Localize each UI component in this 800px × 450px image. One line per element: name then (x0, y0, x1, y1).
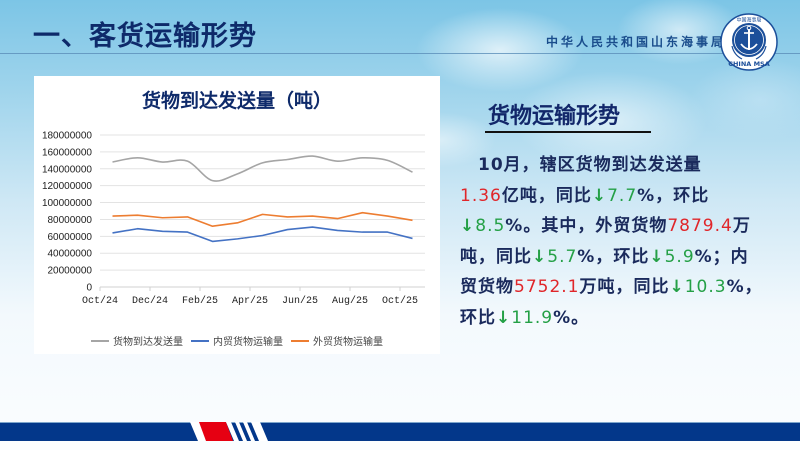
line-chart: 180000000 160000000 140000000 120000000 1000… (42, 131, 425, 307)
summary-text: %， (726, 277, 763, 297)
anchor-emblem-icon: CHINA MSA 中国海事局 (720, 13, 778, 71)
legend-item: 外贸货物运输量 (291, 333, 383, 348)
arrow-down-icon: ↓ (669, 277, 685, 297)
legend-swatch-icon (291, 339, 309, 342)
change-percent: 7.7 (607, 185, 638, 206)
summary-line: ↓8.5%。其中，外贸货物7879.4万 (460, 211, 780, 242)
series-line (112, 226, 413, 243)
x-tick-label: Jun/25 (282, 295, 318, 307)
legend-swatch-icon (91, 339, 109, 342)
series-line (112, 211, 413, 227)
value-highlight: 1.36 (460, 185, 502, 206)
legend-label: 外贸货物运输量 (313, 337, 383, 348)
y-tick-label: 60000000 (48, 232, 93, 243)
summary-text: %，环比 (577, 246, 650, 267)
x-tick-label: Aug/25 (332, 295, 368, 307)
summary-line: 环比↓11.9%。 (460, 303, 780, 334)
y-tick-label: 40000000 (48, 249, 93, 260)
summary-line: 10月，辖区货物到达发送量 (460, 150, 780, 181)
value-highlight: 5752.1 (514, 277, 580, 297)
summary-text: 环比 (460, 307, 496, 328)
change-percent: 11.9 (511, 307, 554, 328)
y-tick-label: 100000000 (42, 198, 92, 209)
summary-paragraph: 10月，辖区货物到达发送量 1.36亿吨，同比↓7.7%，环比 ↓8.5%。其中，外… (460, 150, 780, 333)
arrow-down-icon: ↓ (649, 246, 665, 267)
arrow-down-icon: ↓ (532, 246, 548, 267)
summary-line: 1.36亿吨，同比↓7.7%，环比 (460, 181, 780, 212)
svg-text:CHINA MSA: CHINA MSA (728, 60, 770, 68)
x-tick-label: Oct/24 (82, 295, 118, 307)
legend-item: 货物到达发送量 (91, 333, 183, 348)
legend-label: 货物到达发送量 (113, 337, 183, 348)
summary-text: 亿吨，同比 (501, 185, 592, 206)
y-tick-label: 0 (86, 283, 92, 294)
summary-text: 万吨，同比 (579, 277, 670, 297)
page-title: 一、客货运输形势 (33, 21, 257, 52)
summary-text: %。其中，外贸货物 (505, 216, 668, 236)
section-heading: 货物运输形势 (488, 104, 621, 129)
summary-text: %；内 (694, 246, 749, 267)
x-tick-label: Oct/25 (382, 295, 418, 307)
legend-swatch-icon (191, 339, 209, 342)
x-tick-label: Apr/25 (232, 295, 268, 307)
arrow-down-icon: ↓ (460, 216, 476, 236)
heading-underline (485, 131, 651, 133)
chart-legend: 货物到达发送量 内贸货物运输量 外贸货物运输量 (34, 333, 440, 348)
y-tick-label: 20000000 (48, 266, 93, 277)
series-line (112, 155, 413, 182)
y-tick-label: 140000000 (42, 164, 92, 175)
arrow-down-icon: ↓ (496, 307, 512, 328)
y-tick-label: 120000000 (42, 181, 92, 192)
organization-name: 中华人民共和国山东海事局 (546, 35, 727, 49)
x-tick-label: Feb/25 (182, 295, 218, 307)
chart-card: 货物到达发送量（吨） 180000000 160000000 140000000 12… (34, 76, 440, 354)
y-tick-label: 180000000 (42, 131, 92, 142)
change-percent: 5.7 (547, 246, 578, 267)
change-percent: 5.9 (664, 246, 695, 267)
summary-text: 贸货物 (460, 277, 514, 297)
header-divider (0, 53, 800, 54)
legend-label: 内贸货物运输量 (213, 337, 283, 348)
change-percent: 10.3 (684, 277, 727, 297)
svg-text:中国海事局: 中国海事局 (736, 17, 761, 24)
summary-text: %。 (553, 307, 590, 328)
summary-text: %，环比 (637, 185, 710, 206)
footer-stripes-decoration (190, 422, 268, 441)
footer-band (0, 422, 800, 441)
x-tick-label: Dec/24 (132, 295, 168, 307)
summary-text: 吨，同比 (460, 246, 532, 267)
arrow-down-icon: ↓ (591, 185, 608, 206)
chart-title: 货物到达发送量（吨） (141, 90, 332, 112)
summary-line: 贸货物5752.1万吨，同比↓10.3%， (460, 272, 780, 303)
legend-item: 内贸货物运输量 (191, 333, 283, 348)
y-tick-label: 160000000 (42, 147, 92, 158)
summary-text: 10月，辖区货物到达发送量 (460, 155, 702, 175)
y-tick-label: 80000000 (48, 215, 93, 226)
summary-text: 万 (732, 216, 751, 236)
value-highlight: 7879.4 (667, 216, 733, 236)
change-percent: 8.5 (475, 216, 506, 236)
summary-line: 吨，同比↓5.7%，环比↓5.9%；内 (460, 242, 780, 273)
